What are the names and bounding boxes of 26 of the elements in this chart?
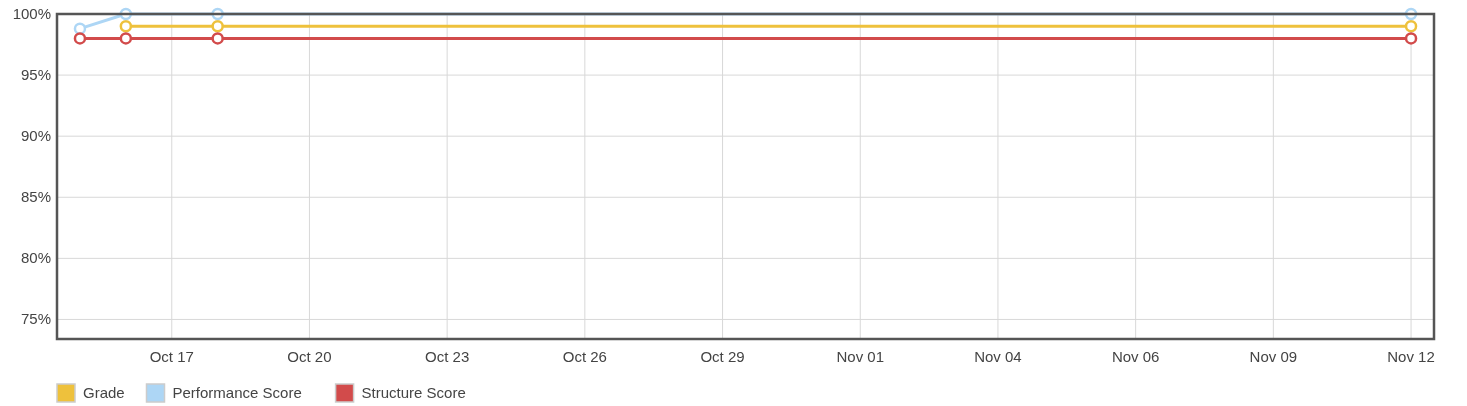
point [73, 32, 87, 45]
y-tick-label: 90% [20, 127, 51, 145]
y-tick-label: 75% [20, 310, 51, 328]
x-tick-label: Nov 09 [1249, 348, 1298, 365]
x-tick-label: Oct 29 [700, 348, 745, 365]
x-tick-label: Oct 26 [562, 348, 607, 365]
point [211, 32, 224, 45]
x-tick-label: Nov 12 [1387, 348, 1435, 365]
x-tick-label: Nov 06 [1111, 348, 1160, 365]
point [1404, 32, 1418, 45]
y-tick-label: 100% [12, 5, 51, 22]
point [1404, 19, 1418, 33]
legend-label: Performance Score [172, 384, 302, 401]
x-tick-label: Oct 23 [425, 348, 470, 365]
y-tick-label: 95% [20, 66, 51, 84]
legend-label: Grade [83, 384, 125, 401]
x-tick-label: Oct 20 [287, 348, 332, 365]
legend-label: Structure Score [361, 384, 466, 401]
x-tick-label: Nov 01 [836, 348, 885, 365]
point [119, 19, 133, 33]
x-tick-label: Oct 17 [149, 348, 194, 365]
y-tick-label: 80% [20, 249, 51, 267]
point [119, 32, 133, 45]
y-tick-label: 85% [20, 188, 51, 206]
x-tick-label: Nov 04 [974, 348, 1022, 365]
point [211, 19, 224, 33]
